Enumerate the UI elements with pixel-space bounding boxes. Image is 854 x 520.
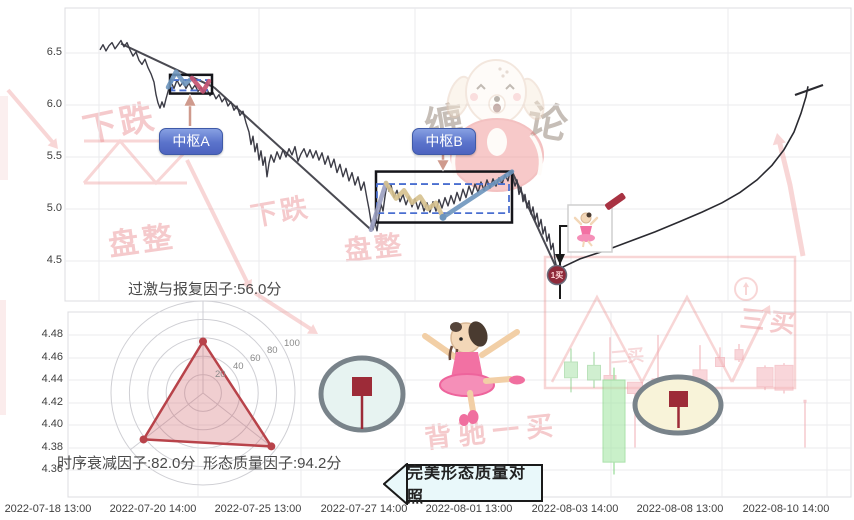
red-pen-icon [605, 193, 626, 210]
x-axis-label: 2022-07-18 13:00 [4, 503, 92, 515]
pen-purple-b [368, 180, 389, 233]
pivot-a-label: 中枢A [159, 128, 223, 155]
pen-khaki-b [383, 180, 446, 220]
recovery-curve [557, 86, 809, 271]
y-axis-label-bottom: 4.46 [41, 351, 63, 363]
pen-crimson-a [189, 75, 212, 94]
factor-top-label: 过激与报复因子:56.0分 [128, 281, 282, 298]
x-axis-label: 2022-08-01 13:00 [425, 503, 513, 515]
radar-radial-tick: 60 [250, 353, 261, 364]
x-axis-label: 2022-08-10 14:00 [742, 503, 830, 515]
banner-text: 完美形态质量对照 [407, 465, 527, 506]
x-axis-label: 2022-07-27 14:00 [320, 503, 408, 515]
first-buy-marker-label: 1买 [550, 271, 564, 280]
y-axis-label-bottom: 4.40 [41, 418, 63, 430]
ballerina-thumbnail [567, 204, 613, 253]
pattern-badge-left [318, 355, 406, 433]
x-axis-label: 2022-08-03 14:00 [531, 503, 619, 515]
y-axis-label-top: 6.0 [46, 98, 62, 110]
y-axis-label-top: 6.5 [46, 46, 62, 58]
x-axis-label: 2022-08-08 13:00 [636, 503, 724, 515]
radar-radial-tick: 80 [267, 345, 278, 356]
y-axis-label-bottom: 4.48 [41, 328, 63, 340]
pattern-badge-right [632, 374, 724, 436]
y-axis-label-top: 4.5 [46, 254, 62, 266]
top-price-chart [99, 39, 824, 271]
y-axis-label-bottom: 4.44 [41, 373, 63, 385]
pivot-b-box [374, 170, 514, 224]
pivot-b-label: 中枢B [412, 128, 476, 155]
background-watermark [0, 88, 806, 415]
y-axis-label-top: 5.5 [46, 150, 62, 162]
radar-chart [110, 300, 296, 486]
x-axis-label: 2022-07-20 14:00 [109, 503, 197, 515]
y-axis-label-bottom: 4.42 [41, 396, 63, 408]
radar-radial-tick: 20 [215, 369, 226, 380]
pen-blue-a [165, 69, 195, 90]
ballerina-dog-illustration [422, 321, 525, 426]
left-arrow-icon [383, 463, 408, 505]
radar-radial-tick: 100 [284, 338, 300, 349]
pivot-b-dashed-range [376, 183, 510, 215]
first-buy-marker [546, 225, 569, 299]
curve-end-tick [794, 83, 824, 97]
pen-steelblue-b [440, 169, 515, 220]
y-axis-label-top: 5.0 [46, 202, 62, 214]
perfect-pattern-banner: 完美形态质量对照 [383, 463, 543, 506]
radar-radial-tick: 40 [233, 361, 244, 372]
y-axis-label-bottom: 4.36 [41, 463, 63, 475]
factor-left-label: 时序衰减因子:82.0分 [57, 455, 196, 472]
factor-right-label: 形态质量因子:94.2分 [203, 455, 342, 472]
x-axis-label: 2022-07-25 13:00 [214, 503, 302, 515]
pivot-arrows [183, 93, 450, 172]
y-axis-label-bottom: 4.38 [41, 441, 63, 453]
pattern-badges [318, 355, 724, 436]
